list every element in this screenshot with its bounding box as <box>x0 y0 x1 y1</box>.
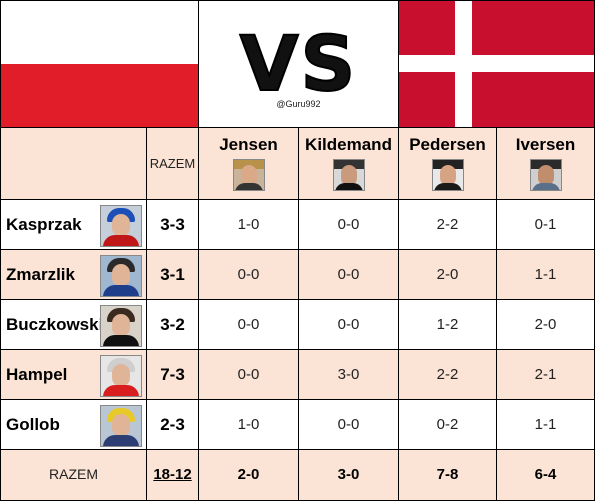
poland-flag <box>1 1 198 127</box>
opponent-total: 2-0 <box>198 449 299 501</box>
score-cell: 1-0 <box>198 399 299 450</box>
opponent-total: 6-4 <box>496 449 595 501</box>
score-cell: 3-0 <box>298 349 399 400</box>
rider-name: Zmarzlik <box>6 264 75 284</box>
rider-buczkowski: Buczkowski <box>0 299 147 350</box>
grand-total: 18-12 <box>146 449 199 501</box>
vs-cell: VS @Guru992 <box>198 0 399 128</box>
opponent-name: Jensen <box>219 135 278 154</box>
rider-hampel: Hampel <box>0 349 147 400</box>
score-cell: 0-0 <box>198 299 299 350</box>
rider-kasprzak: Kasprzak <box>0 199 147 250</box>
score-cell: 0-1 <box>496 199 595 250</box>
score-cell: 2-0 <box>398 249 497 300</box>
hampel-photo-icon <box>100 355 142 397</box>
rider-row: Kasprzak 3-3 1-0 0-0 2-2 0-1 <box>0 199 595 250</box>
rider-gollob: Gollob <box>0 399 147 450</box>
rider-name: Hampel <box>6 364 68 384</box>
rider-total: 3-3 <box>146 199 199 250</box>
rider-total: 3-2 <box>146 299 199 350</box>
score-cell: 0-2 <box>398 399 497 450</box>
opponent-kildemand: Kildemand <box>298 127 399 200</box>
score-cell: 2-2 <box>398 349 497 400</box>
rider-name: Buczkowski <box>6 314 104 334</box>
rider-total: 2-3 <box>146 399 199 450</box>
author-handle: @Guru992 <box>276 99 321 109</box>
kasprzak-photo-icon <box>100 205 142 247</box>
iversen-photo-icon <box>529 159 562 191</box>
score-cell: 1-1 <box>496 249 595 300</box>
zmarzlik-photo-icon <box>100 255 142 297</box>
rider-name: Gollob <box>6 414 60 434</box>
rider-row: Zmarzlik 3-1 0-0 0-0 2-0 1-1 <box>0 249 595 300</box>
opponent-total: 7-8 <box>398 449 497 501</box>
opponent-jensen: Jensen <box>198 127 299 200</box>
kildemand-photo-icon <box>332 159 365 191</box>
score-cell: 1-1 <box>496 399 595 450</box>
score-cell: 0-0 <box>298 249 399 300</box>
score-cell: 2-2 <box>398 199 497 250</box>
pedersen-photo-icon <box>431 159 464 191</box>
rider-total: 7-3 <box>146 349 199 400</box>
gollob-photo-icon <box>100 405 142 447</box>
rider-row: Gollob 2-3 1-0 0-0 0-2 1-1 <box>0 399 595 450</box>
opponent-name: Iversen <box>515 135 576 154</box>
opponent-name: Kildemand <box>305 135 392 154</box>
buczkowski-photo-icon <box>100 305 142 347</box>
razem-header: RAZEM <box>146 127 199 200</box>
opponent-pedersen: Pedersen <box>398 127 497 200</box>
denmark-flag <box>399 1 594 127</box>
score-cell: 1-2 <box>398 299 497 350</box>
rider-total: 3-1 <box>146 249 199 300</box>
jensen-photo-icon <box>232 159 265 191</box>
score-cell: 0-0 <box>298 199 399 250</box>
vs-title: VS <box>239 19 358 108</box>
totals-row: RAZEM 18-12 2-0 3-0 7-8 6-4 <box>0 449 595 501</box>
rider-row: Buczkowski 3-2 0-0 0-0 1-2 2-0 <box>0 299 595 350</box>
opponent-name: Pedersen <box>409 135 486 154</box>
rider-row: Hampel 7-3 0-0 3-0 2-2 2-1 <box>0 349 595 400</box>
score-cell: 2-0 <box>496 299 595 350</box>
rider-name: Kasprzak <box>6 214 82 234</box>
score-cell: 2-1 <box>496 349 595 400</box>
score-cell: 0-0 <box>298 399 399 450</box>
rider-zmarzlik: Zmarzlik <box>0 249 147 300</box>
score-cell: 0-0 <box>298 299 399 350</box>
corner-cell <box>0 127 147 200</box>
score-cell: 0-0 <box>198 349 299 400</box>
score-cell: 0-0 <box>198 249 299 300</box>
denmark-flag-cell <box>398 0 595 128</box>
score-cell: 1-0 <box>198 199 299 250</box>
poland-flag-cell <box>0 0 199 128</box>
opponent-iversen: Iversen <box>496 127 595 200</box>
razem-footer-label: RAZEM <box>0 449 147 501</box>
opponent-total: 3-0 <box>298 449 399 501</box>
